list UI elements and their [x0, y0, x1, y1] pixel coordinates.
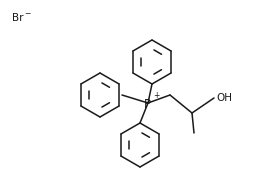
- Text: +: +: [153, 92, 159, 101]
- Text: OH: OH: [216, 93, 232, 103]
- Text: P: P: [143, 97, 150, 111]
- Text: −: −: [24, 10, 30, 18]
- Text: Br: Br: [12, 13, 23, 23]
